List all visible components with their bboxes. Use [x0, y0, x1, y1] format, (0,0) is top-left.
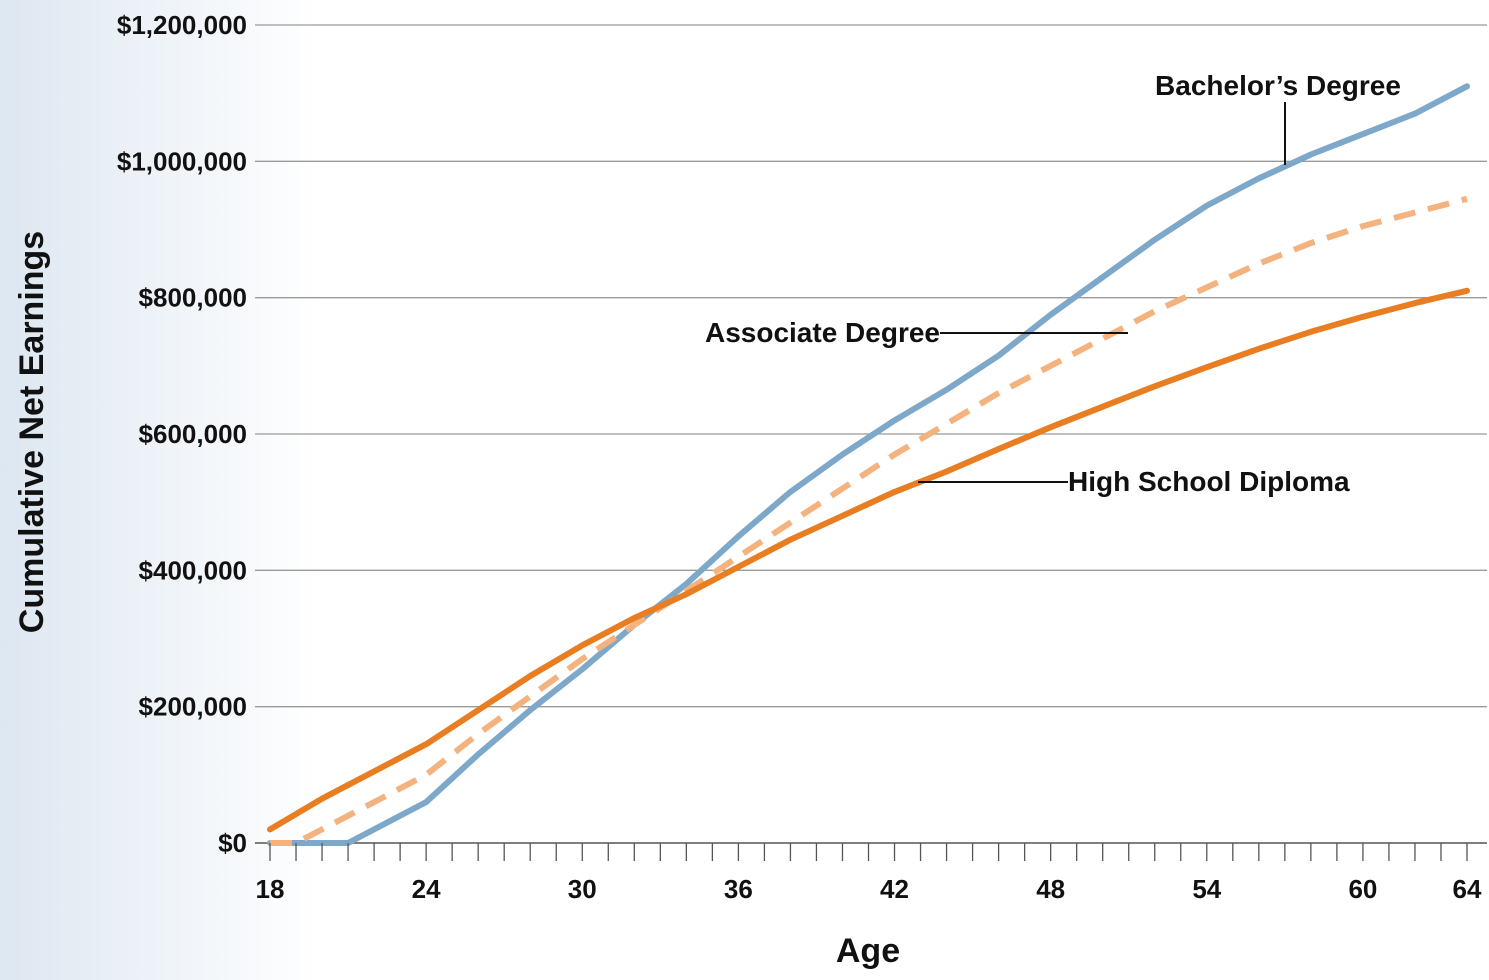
series-line-bachelor-s-degree	[267, 83, 1470, 846]
annotation-label: Bachelor’s Degree	[1155, 70, 1401, 101]
x-tick-label: 36	[724, 874, 753, 904]
y-tick-label: $1,000,000	[117, 146, 247, 176]
y-tick-label: $1,200,000	[117, 10, 247, 40]
x-tick-label: 60	[1348, 874, 1377, 904]
y-tick-label: $800,000	[139, 283, 247, 313]
series-line-high-school-diploma	[267, 287, 1470, 833]
y-tick-label: $400,000	[139, 555, 247, 585]
y-tick-label: $600,000	[139, 419, 247, 449]
grid-layer	[255, 24, 1487, 844]
x-axis-title: Age	[836, 932, 900, 970]
annotation-layer: Bachelor’s Degree Associate Degree High Sc…	[705, 70, 1401, 497]
axis-layer: $0 $200,000 $400,000 $600,000 $800,000 $1,000…	[117, 10, 1482, 904]
x-tick-label: 54	[1192, 874, 1221, 904]
x-tick-label: 48	[1036, 874, 1065, 904]
x-tick-label: 64	[1453, 874, 1482, 904]
x-tick-label: 30	[568, 874, 597, 904]
y-tick-label: $0	[218, 828, 247, 858]
x-tick-label: 42	[880, 874, 909, 904]
series-line-associate-degree	[270, 195, 1468, 846]
y-axis-title: Cumulative Net Earnings	[13, 231, 51, 633]
annotation-label: High School Diploma	[1068, 466, 1350, 497]
series-layer	[267, 83, 1470, 846]
x-tick-label: 18	[256, 874, 285, 904]
annotation-label: Associate Degree	[705, 317, 940, 348]
x-tick-label: 24	[412, 874, 441, 904]
y-tick-label: $200,000	[139, 692, 247, 722]
